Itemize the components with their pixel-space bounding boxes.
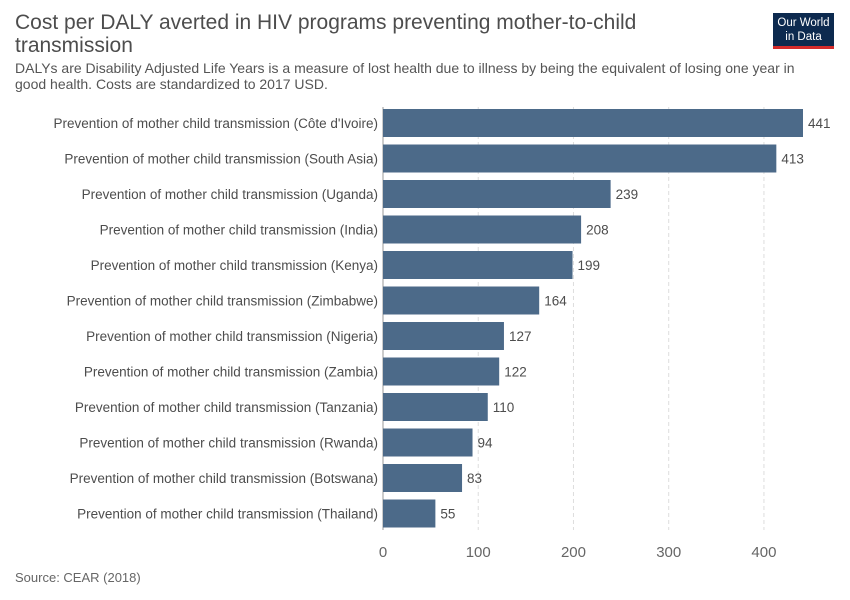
value-label: 441 [808,116,831,131]
bar [383,499,436,528]
bar [383,428,473,457]
value-label: 239 [616,187,639,202]
bar [383,180,611,208]
bar [383,251,573,279]
value-label: 83 [467,471,482,486]
chart-subtitle: DALYs are Disability Adjusted Life Years… [15,60,795,92]
category-label: Prevention of mother child transmission … [77,507,378,522]
x-tick-label-100: 100 [466,544,491,561]
x-tick-label-0: 0 [379,544,387,561]
category-label: Prevention of mother child transmission … [79,436,378,451]
value-label: 208 [586,223,609,238]
category-label: Prevention of mother child transmission … [54,116,378,131]
x-tick-label-200: 200 [561,544,586,561]
bar [383,215,582,244]
category-label: Prevention of mother child transmission … [64,152,378,167]
bar [383,393,488,421]
value-label: 55 [440,507,455,522]
logo-line-1: Our World [777,17,830,29]
value-label: 164 [544,294,567,309]
x-tick-label-400: 400 [751,544,776,561]
chart-title: Cost per DALY averted in HIV programs pr… [15,11,637,57]
owid-logo[interactable]: Our World in Data [773,13,834,49]
value-label: 413 [781,152,804,167]
bar [383,144,777,173]
source-note: Source: CEAR (2018) [15,570,141,585]
bar [383,322,504,350]
value-label: 110 [493,400,515,415]
value-label: 122 [504,365,527,380]
value-label: 127 [509,329,532,344]
bar [383,109,803,137]
logo-line-2: in Data [785,31,822,43]
value-label: 94 [478,436,494,451]
value-label: 199 [578,258,601,273]
category-label: Prevention of mother child transmission … [84,365,378,380]
category-label: Prevention of mother child transmission … [100,223,378,238]
category-label: Prevention of mother child transmission … [75,400,378,415]
x-tick-label-300: 300 [656,544,681,561]
category-label: Prevention of mother child transmission … [91,258,378,273]
bar [383,464,463,492]
category-label: Prevention of mother child transmission … [67,294,378,309]
category-label: Prevention of mother child transmission … [86,329,378,344]
category-label: Prevention of mother child transmission … [82,187,378,202]
category-label: Prevention of mother child transmission … [70,471,378,486]
bar [383,286,540,315]
bar [383,357,500,386]
